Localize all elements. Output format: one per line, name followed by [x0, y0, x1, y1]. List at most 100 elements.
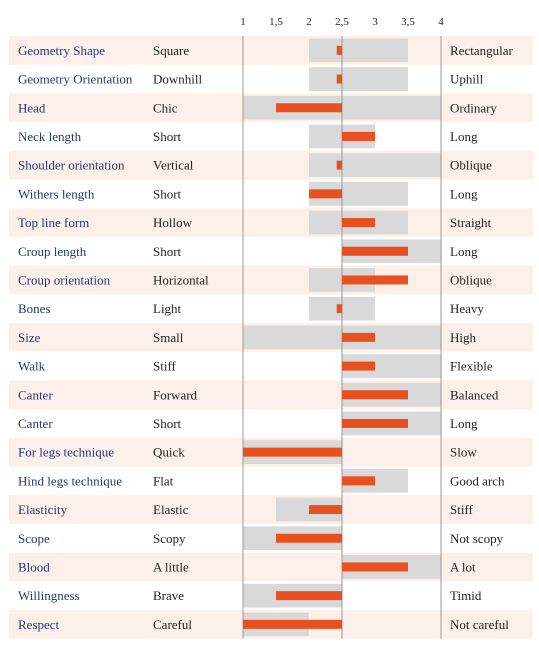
low-pole-label: Flat [153, 473, 174, 488]
deviation-bar [342, 361, 375, 371]
high-pole-label: Flexible [450, 359, 493, 374]
high-pole-label: Slow [450, 445, 477, 460]
low-pole-label: Elastic [153, 502, 189, 517]
row-background [9, 495, 533, 524]
deviation-bar [342, 390, 408, 400]
row-background [9, 36, 533, 65]
trait-label: Head [18, 100, 46, 115]
low-pole-label: Short [153, 416, 182, 431]
deviation-bar [342, 332, 375, 342]
low-pole-label: A little [153, 559, 189, 574]
high-pole-label: Oblique [450, 272, 492, 287]
tick-label: 2,5 [335, 16, 349, 28]
deviation-bar [342, 418, 408, 428]
low-pole-label: Light [153, 301, 182, 316]
deviation-bar [309, 189, 342, 199]
low-pole-label: Stiff [153, 359, 177, 374]
deviation-bar [243, 447, 342, 457]
range-bar [309, 153, 441, 177]
trait-label: Walk [18, 359, 46, 374]
trait-label: Scope [18, 531, 50, 546]
tick-label: 4 [438, 16, 444, 28]
high-pole-label: Ordinary [450, 100, 497, 115]
high-pole-label: Oblique [450, 158, 492, 173]
trait-label: Canter [18, 387, 53, 402]
row-background [9, 265, 533, 295]
high-pole-label: High [450, 330, 477, 345]
trait-label: Elasticity [18, 502, 68, 517]
trait-label: Croup orientation [18, 272, 111, 287]
trait-label: Hind legs technique [18, 473, 122, 488]
tick-label: 1 [240, 16, 246, 28]
low-pole-label: Forward [153, 387, 198, 402]
high-pole-label: A lot [450, 559, 476, 574]
low-pole-label: Brave [153, 588, 184, 603]
high-pole-label: Long [450, 186, 478, 201]
high-pole-label: Rectangular [450, 43, 513, 58]
trait-label: Geometry Orientation [18, 72, 133, 87]
row-labels: Geometry Shape Square Rectangular Geometry … [18, 43, 513, 632]
deviation-bar [342, 476, 375, 486]
trait-label: Geometry Shape [18, 43, 105, 58]
deviation-bar [336, 160, 342, 170]
deviation-bar [336, 45, 342, 55]
low-pole-label: Short [153, 129, 182, 144]
low-pole-label: Small [153, 330, 184, 345]
row-background [9, 380, 533, 410]
row-background [9, 150, 533, 180]
trait-label: Withers length [18, 186, 95, 201]
range-bar [309, 38, 408, 63]
trait-label: Top line form [18, 215, 89, 230]
low-pole-label: Vertical [153, 158, 194, 173]
range-bar [309, 182, 408, 206]
low-pole-label: Square [153, 43, 189, 58]
low-pole-label: Hollow [153, 215, 193, 230]
high-pole-label: Balanced [450, 387, 499, 402]
high-pole-label: Not careful [450, 617, 509, 632]
trait-label: Canter [18, 416, 53, 431]
deviation-bar [342, 246, 408, 256]
row-background [9, 552, 533, 582]
deviation-bar [336, 74, 342, 84]
deviation-bar [342, 275, 408, 285]
low-pole-label: Horizontal [153, 272, 209, 287]
deviation-bar [342, 562, 408, 572]
high-pole-label: Heavy [450, 301, 484, 316]
high-pole-label: Timid [450, 588, 482, 603]
tick-label: 1,5 [269, 16, 283, 28]
deviation-bar [309, 505, 342, 515]
trait-label: For legs technique [18, 445, 114, 460]
low-pole-label: Downhill [153, 72, 203, 87]
tick-label: 3,5 [401, 16, 415, 28]
trait-label: Shoulder orientation [18, 158, 125, 173]
high-pole-label: Stiff [450, 502, 474, 517]
low-pole-label: Short [153, 244, 182, 259]
range-bar [309, 67, 408, 91]
deviation-bar [276, 533, 342, 543]
deviation-bar [336, 304, 342, 314]
trait-label: Neck length [18, 129, 82, 144]
range-bar [342, 354, 441, 378]
deviation-bar [342, 218, 375, 228]
high-pole-label: Long [450, 129, 478, 144]
trait-label: Respect [18, 617, 60, 632]
low-pole-label: Quick [153, 445, 185, 460]
low-pole-label: Scopy [153, 531, 186, 546]
deviation-bar [276, 591, 342, 601]
trait-label: Bones [18, 301, 51, 316]
tick-label: 3 [372, 16, 378, 28]
high-pole-label: Good arch [450, 473, 505, 488]
low-pole-label: Chic [153, 100, 178, 115]
row-background [9, 208, 533, 237]
high-pole-label: Long [450, 416, 478, 431]
high-pole-label: Uphill [450, 72, 484, 87]
trait-label: Size [18, 330, 41, 345]
high-pole-label: Straight [450, 215, 492, 230]
deviation-bar [243, 619, 342, 629]
trait-label: Croup length [18, 244, 87, 259]
deviation-bar [342, 131, 375, 141]
high-pole-label: Long [450, 244, 478, 259]
tick-labels: 1 1,5 2 2,5 3 3,5 4 [240, 16, 444, 28]
tick-label: 2 [306, 16, 312, 28]
